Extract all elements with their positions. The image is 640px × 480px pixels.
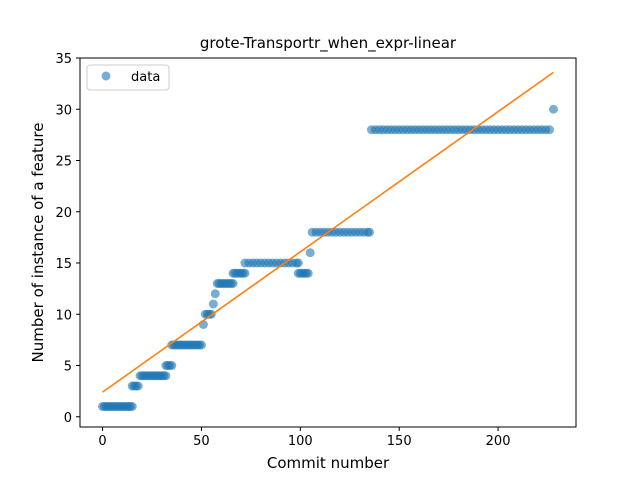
- data-point: [548, 104, 558, 114]
- data-point: [228, 279, 238, 288]
- data-point: [196, 340, 206, 350]
- axis-ticks: 0 50 100 150 200 0 5 10 15 20 25 30 35: [55, 52, 510, 449]
- data-point: [133, 381, 143, 391]
- x-tick-label: 100: [288, 434, 313, 449]
- data-point: [210, 289, 220, 299]
- x-tick-label: 150: [387, 434, 412, 449]
- y-tick-label: 35: [55, 52, 72, 67]
- legend-marker: [101, 71, 111, 81]
- y-tick-label: 15: [55, 257, 72, 272]
- y-tick-label: 10: [55, 308, 72, 323]
- fit-line: [102, 71, 554, 393]
- data-point: [293, 258, 303, 268]
- y-tick-label: 0: [64, 411, 72, 426]
- data-point: [365, 227, 375, 237]
- data-point: [303, 268, 313, 278]
- x-tick-label: 0: [98, 434, 106, 449]
- chart-title: grote-Transportr_when_expr-linear: [200, 34, 457, 53]
- legend-box: [86, 64, 170, 91]
- y-tick-label: 30: [55, 103, 72, 118]
- data-point: [127, 402, 137, 411]
- y-tick-label: 20: [55, 206, 72, 221]
- data-point: [305, 248, 315, 258]
- y-tick-label: 5: [64, 360, 72, 375]
- data-point: [161, 371, 171, 381]
- data-point: [544, 125, 554, 135]
- legend-label: data: [131, 70, 160, 85]
- data-point: [240, 268, 250, 278]
- axes-frame: [79, 57, 577, 428]
- legend: data: [86, 64, 170, 91]
- plot-area: [98, 71, 558, 411]
- y-tick-label: 25: [55, 155, 72, 170]
- x-axis-label: Commit number: [267, 454, 390, 472]
- x-tick-label: 200: [486, 434, 511, 449]
- x-tick-label: 50: [193, 434, 210, 449]
- y-axis-label: Number of instance of a feature: [29, 123, 47, 363]
- data-point: [167, 361, 177, 370]
- data-point: [208, 299, 218, 309]
